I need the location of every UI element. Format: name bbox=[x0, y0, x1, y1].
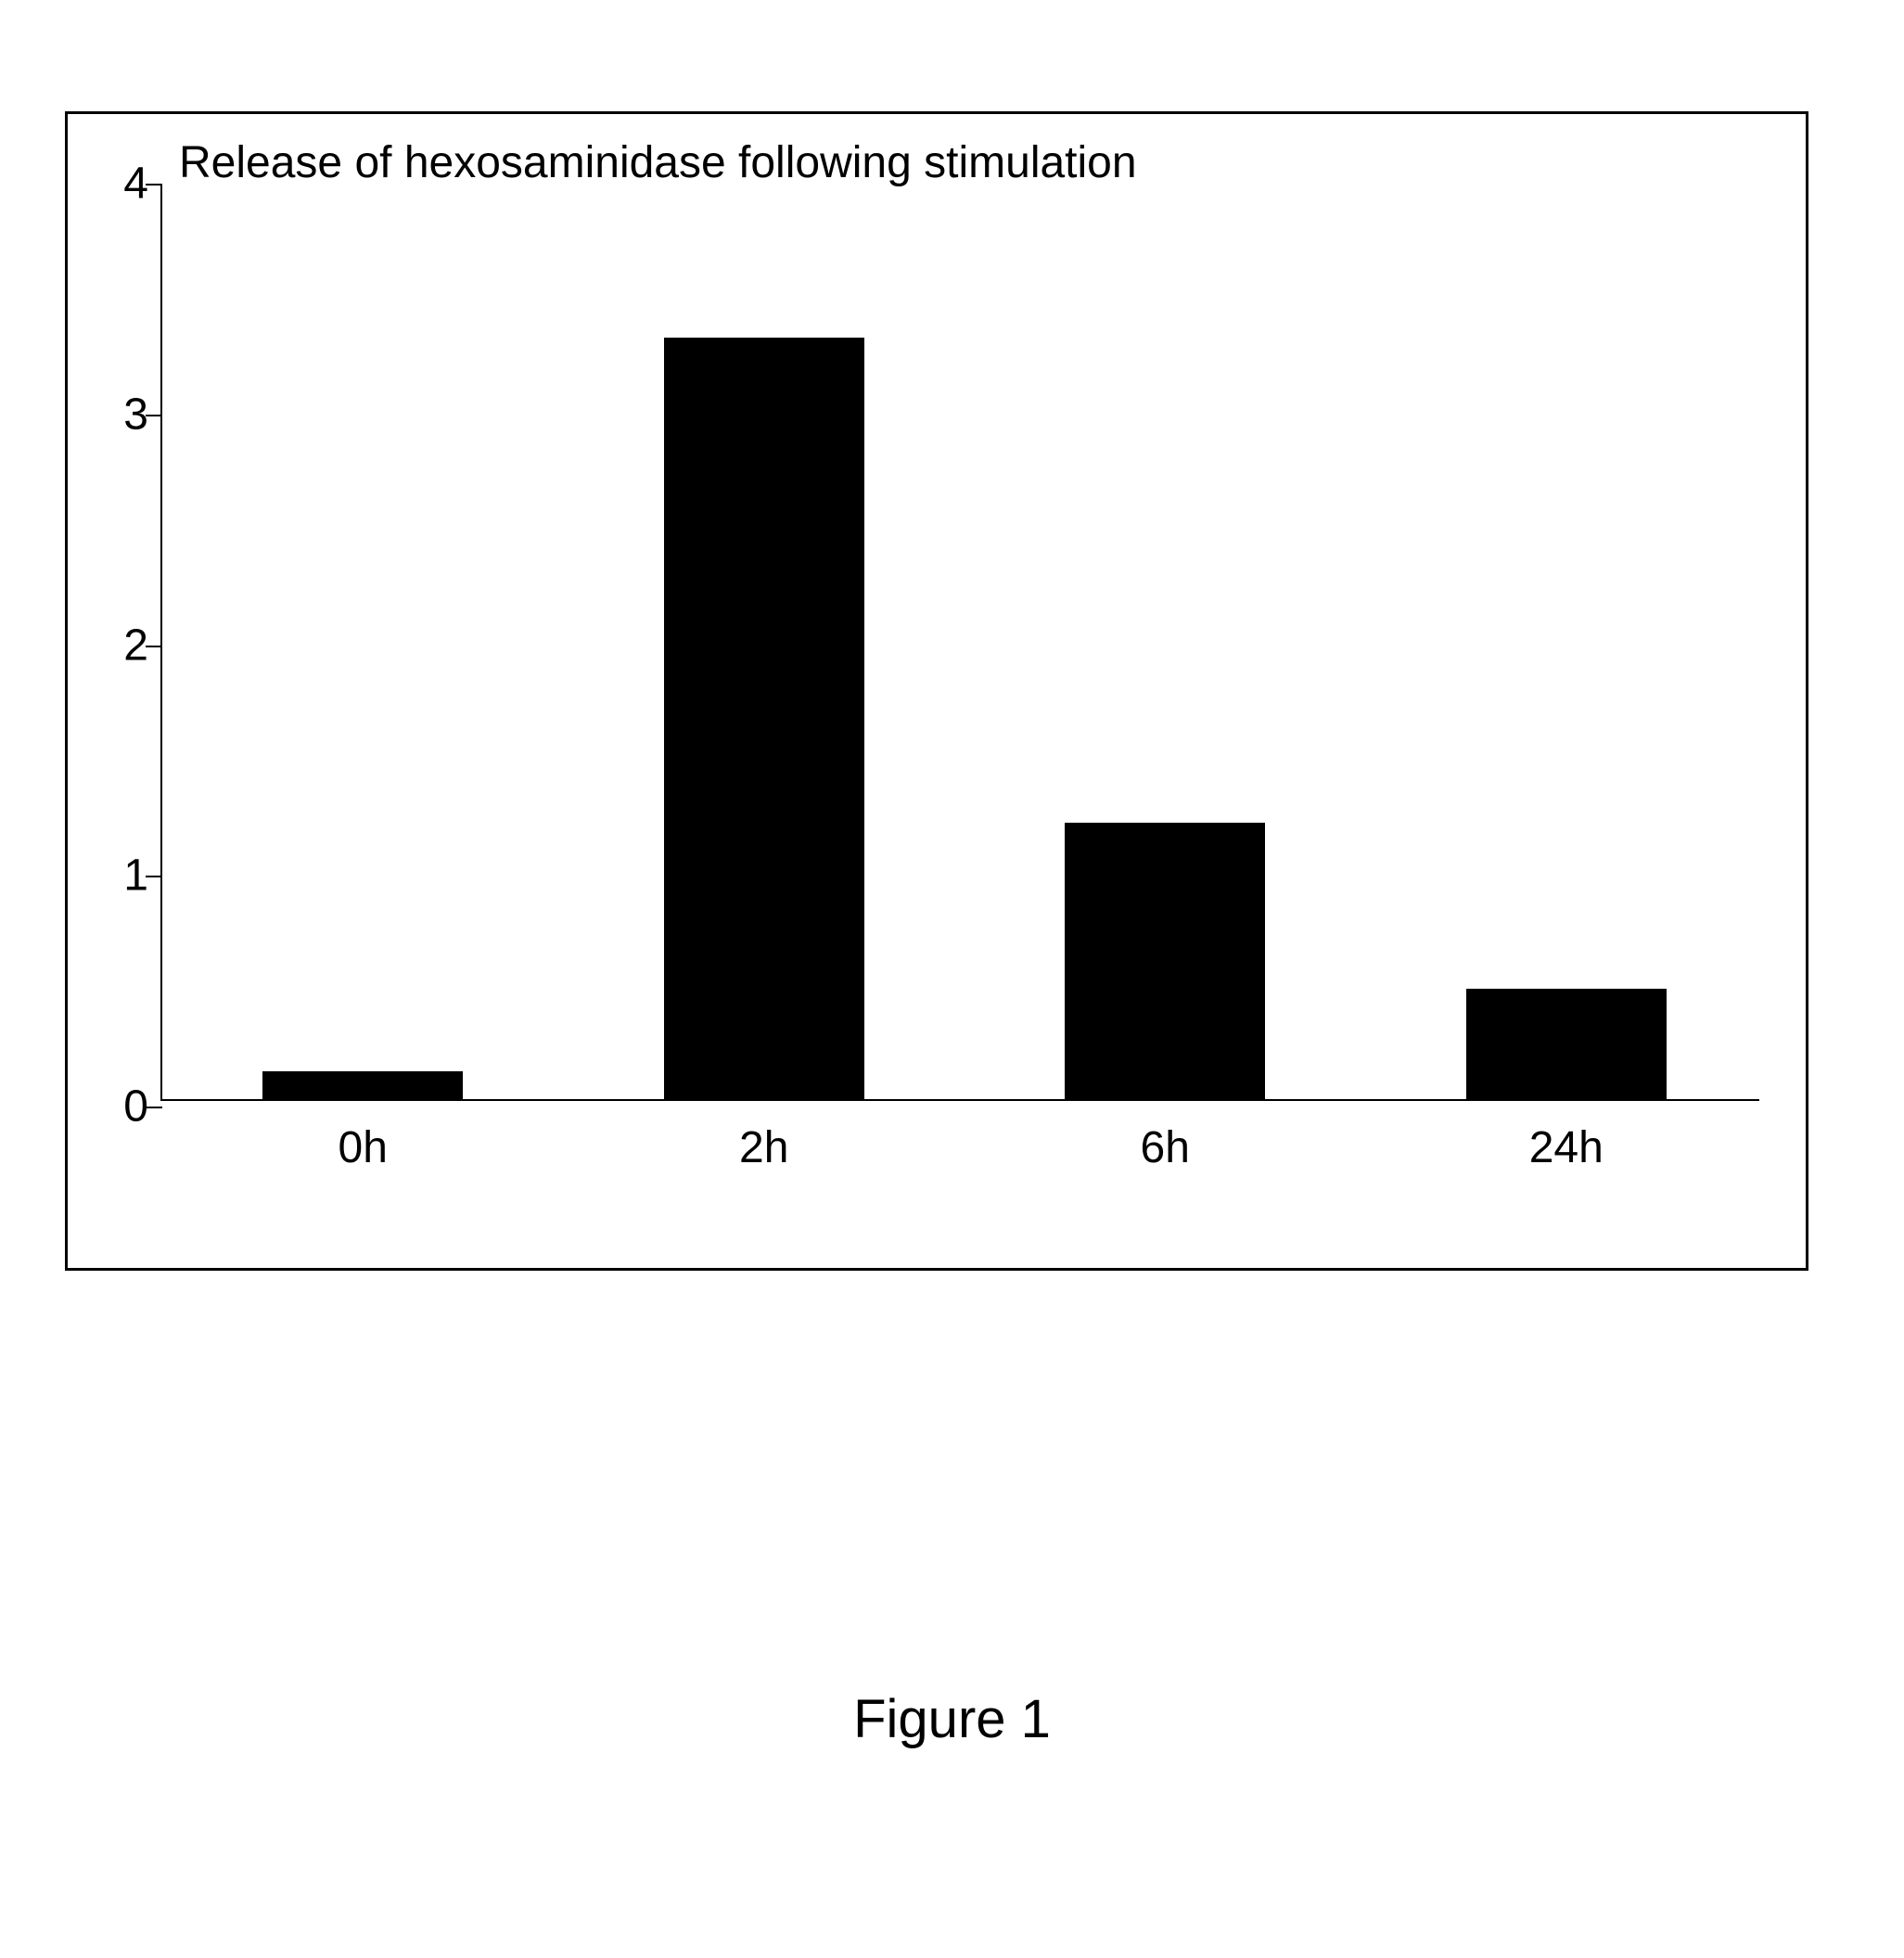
bar bbox=[1466, 989, 1667, 1099]
y-axis-label: 2 bbox=[102, 620, 148, 671]
y-axis-label: 3 bbox=[102, 389, 148, 440]
y-axis-label: 1 bbox=[102, 851, 148, 902]
bar bbox=[262, 1071, 463, 1099]
y-axis-label: 0 bbox=[102, 1081, 148, 1133]
x-axis-label: 2h bbox=[739, 1122, 788, 1173]
x-axis-label: 24h bbox=[1529, 1122, 1604, 1173]
chart-container: Release of hexosaminidase following stim… bbox=[65, 111, 1808, 1271]
plot-area: 012340h2h6h24h bbox=[160, 184, 1759, 1101]
y-axis-label: 4 bbox=[102, 159, 148, 210]
chart-title: Release of hexosaminidase following stim… bbox=[179, 137, 1137, 188]
bar bbox=[1065, 823, 1265, 1100]
figure-caption: Figure 1 bbox=[37, 1688, 1867, 1750]
x-axis-label: 0h bbox=[339, 1122, 388, 1173]
x-axis-label: 6h bbox=[1141, 1122, 1190, 1173]
bar bbox=[664, 338, 864, 1099]
